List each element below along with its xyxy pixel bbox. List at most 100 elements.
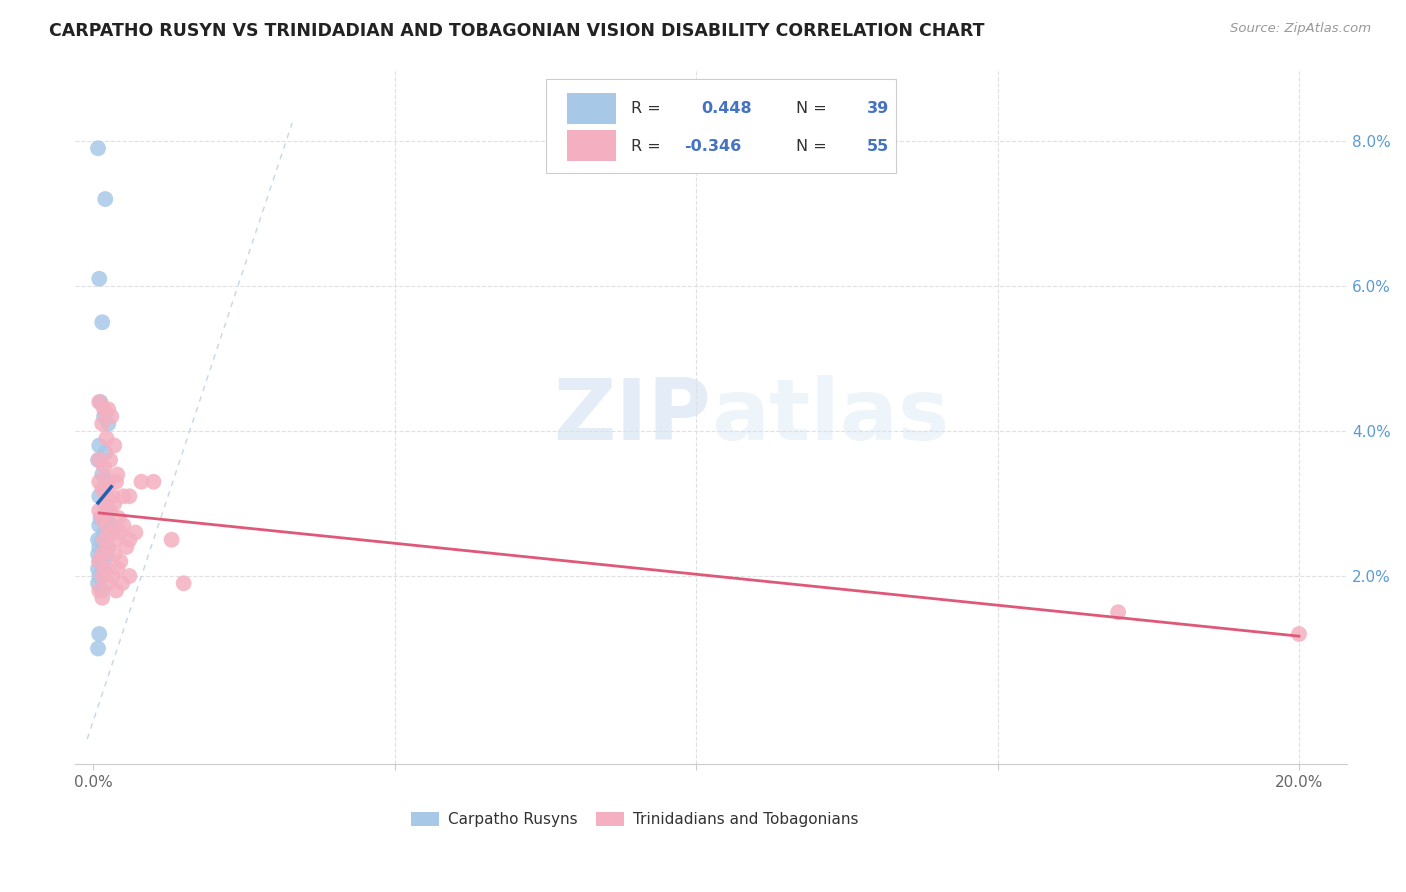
Point	[89, 583, 111, 598]
Text: CARPATHO RUSYN VS TRINIDADIAN AND TOBAGONIAN VISION DISABILITY CORRELATION CHART: CARPATHO RUSYN VS TRINIDADIAN AND TOBAGO…	[49, 22, 984, 40]
FancyBboxPatch shape	[546, 79, 896, 173]
Point	[105, 533, 128, 547]
Point	[89, 475, 111, 489]
Point	[97, 540, 120, 554]
Point	[96, 533, 118, 547]
Point	[96, 562, 118, 576]
Point	[89, 511, 111, 525]
Point	[110, 554, 132, 568]
Text: N =: N =	[796, 139, 827, 154]
Point	[101, 569, 124, 583]
Text: R =: R =	[631, 102, 661, 116]
Point	[105, 562, 128, 576]
Text: atlas: atlas	[711, 375, 949, 458]
Point	[93, 525, 115, 540]
Text: 0.448: 0.448	[702, 102, 752, 116]
Point	[91, 569, 114, 583]
Point	[118, 533, 141, 547]
Point	[89, 554, 111, 568]
Point	[97, 525, 120, 540]
Point	[89, 554, 111, 568]
Point	[96, 475, 118, 489]
Point	[89, 489, 111, 503]
Point	[111, 576, 134, 591]
Point	[93, 402, 115, 417]
Point	[105, 583, 128, 598]
Point	[93, 460, 115, 475]
Point	[89, 569, 111, 583]
Point	[89, 395, 111, 409]
Point	[91, 533, 114, 547]
Point	[97, 504, 120, 518]
Point	[107, 511, 129, 525]
Point	[91, 591, 114, 605]
Point	[87, 533, 110, 547]
Point	[97, 576, 120, 591]
Point	[91, 569, 114, 583]
Text: -0.346: -0.346	[685, 139, 742, 154]
Point	[91, 482, 114, 496]
Text: N =: N =	[796, 102, 827, 116]
Point	[94, 511, 117, 525]
Point	[124, 525, 146, 540]
Point	[131, 475, 153, 489]
Point	[87, 547, 110, 561]
Point	[91, 583, 114, 598]
Point	[93, 540, 115, 554]
Point	[96, 489, 118, 503]
Point	[103, 547, 125, 561]
Point	[1107, 605, 1129, 619]
Point	[91, 315, 114, 329]
Point	[91, 511, 114, 525]
Point	[110, 525, 132, 540]
Point	[87, 641, 110, 656]
Point	[87, 141, 110, 155]
Text: R =: R =	[631, 139, 661, 154]
Point	[93, 533, 115, 547]
Point	[93, 554, 115, 568]
Point	[94, 446, 117, 460]
Point	[96, 547, 118, 561]
Point	[105, 467, 128, 482]
Point	[93, 409, 115, 424]
Point	[101, 489, 124, 503]
Point	[103, 438, 125, 452]
Point	[89, 540, 111, 554]
Point	[89, 395, 111, 409]
Point	[91, 562, 114, 576]
Point	[91, 417, 114, 431]
Text: ZIP: ZIP	[554, 375, 711, 458]
Point	[93, 496, 115, 510]
Point	[89, 438, 111, 452]
Legend: Carpatho Rusyns, Trinidadians and Tobagonians: Carpatho Rusyns, Trinidadians and Tobago…	[405, 806, 865, 833]
Point	[1288, 627, 1310, 641]
Point	[100, 525, 122, 540]
Point	[91, 547, 114, 561]
FancyBboxPatch shape	[568, 129, 616, 161]
Point	[91, 547, 114, 561]
Point	[89, 272, 111, 286]
Point	[94, 496, 117, 510]
Point	[118, 569, 141, 583]
Point	[89, 504, 111, 518]
Point	[105, 475, 128, 489]
Point	[89, 453, 111, 467]
Point	[112, 489, 135, 503]
Point	[98, 453, 121, 467]
Point	[87, 576, 110, 591]
Point	[160, 533, 183, 547]
Point	[94, 192, 117, 206]
Point	[118, 489, 141, 503]
Text: Source: ZipAtlas.com: Source: ZipAtlas.com	[1230, 22, 1371, 36]
Point	[100, 518, 122, 533]
Point	[98, 504, 121, 518]
FancyBboxPatch shape	[568, 93, 616, 124]
Point	[91, 467, 114, 482]
Point	[112, 518, 135, 533]
Point	[115, 540, 138, 554]
Point	[97, 475, 120, 489]
Point	[87, 562, 110, 576]
Point	[97, 417, 120, 431]
Point	[103, 496, 125, 510]
Point	[97, 402, 120, 417]
